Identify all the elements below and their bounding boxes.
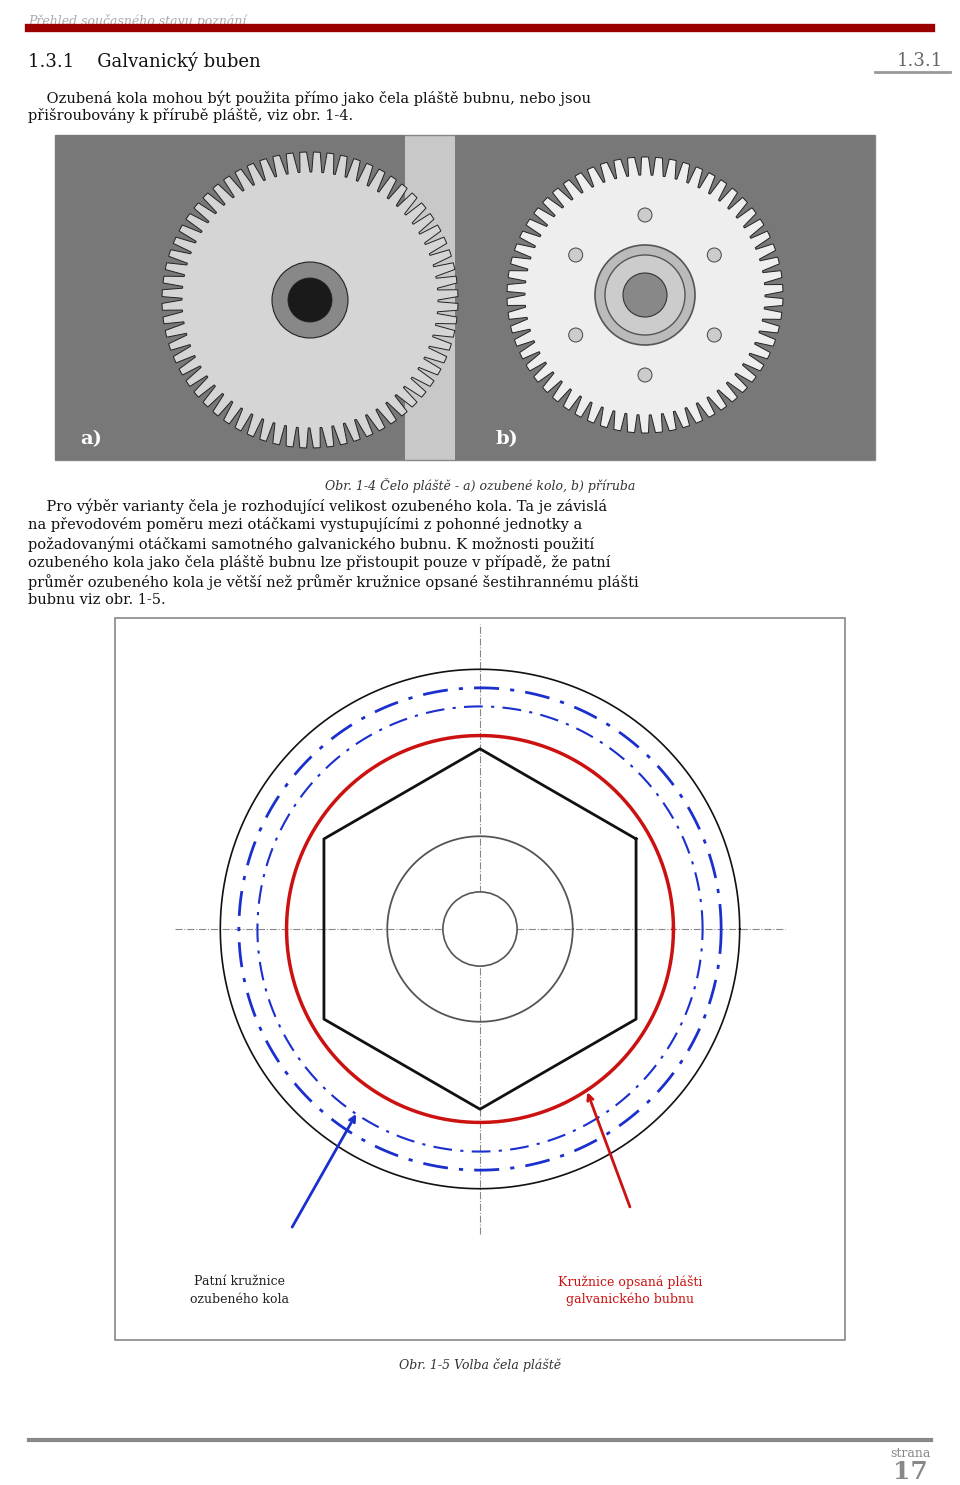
Bar (55, 135, 875, 460)
Text: galvanického bubnu: galvanického bubnu (566, 1293, 694, 1307)
Circle shape (568, 328, 583, 342)
Text: 1.3.1    Galvanický buben: 1.3.1 Galvanický buben (28, 52, 261, 71)
Circle shape (638, 368, 652, 382)
Circle shape (605, 255, 685, 336)
Bar (115, 618, 845, 1339)
Polygon shape (507, 157, 783, 434)
Text: průměr ozubeného kola je větší než průměr kružnice opsané šestihrannému plášti: průměr ozubeného kola je větší než průmě… (28, 575, 638, 590)
Text: b): b) (495, 431, 517, 448)
Text: Obr. 1-5 Volba čela pláště: Obr. 1-5 Volba čela pláště (399, 1357, 561, 1372)
Text: bubnu viz obr. 1-5.: bubnu viz obr. 1-5. (28, 593, 166, 607)
Text: na převodovém poměru mezi otáčkami vystupujícími z pohonné jednotky a: na převodovém poměru mezi otáčkami vystu… (28, 517, 583, 532)
Text: přišroubovány k přírubě pláště, viz obr. 1-4.: přišroubovány k přírubě pláště, viz obr.… (28, 108, 353, 123)
Text: ozubeného kola: ozubeného kola (190, 1293, 290, 1305)
Text: a): a) (80, 431, 102, 448)
Circle shape (623, 273, 667, 316)
Polygon shape (162, 151, 458, 448)
Circle shape (708, 328, 721, 342)
Text: ozubeného kola jako čela pláště bubnu lze přistoupit pouze v případě, že patní: ozubeného kola jako čela pláště bubnu lz… (28, 555, 611, 570)
Text: 17: 17 (893, 1460, 927, 1484)
Text: strana: strana (890, 1446, 930, 1460)
Circle shape (443, 892, 517, 967)
Circle shape (638, 208, 652, 221)
Circle shape (272, 261, 348, 339)
Bar (55, 135, 405, 460)
Text: požadovanými otáčkami samotného galvanického bubnu. K možnosti použití: požadovanými otáčkami samotného galvanic… (28, 536, 594, 551)
Text: Přehled současného stavu poznání: Přehled současného stavu poznání (28, 13, 247, 28)
Circle shape (288, 278, 332, 322)
Circle shape (627, 278, 663, 313)
Text: 1.3.1: 1.3.1 (897, 52, 943, 70)
Circle shape (568, 248, 583, 261)
Circle shape (613, 263, 677, 327)
Text: Pro výběr varianty čela je rozhodující velikost ozubeného kola. Ta je závislá: Pro výběr varianty čela je rozhodující v… (28, 497, 607, 514)
Text: Obr. 1-4 Čelo pláště - a) ozubené kolo, b) příruba: Obr. 1-4 Čelo pláště - a) ozubené kolo, … (324, 478, 636, 493)
Circle shape (595, 245, 695, 345)
Text: Ozubená kola mohou být použita přímo jako čela pláště bubnu, nebo jsou: Ozubená kola mohou být použita přímo jak… (28, 91, 591, 105)
Bar (455, 135, 875, 460)
Text: Kružnice opsaná plášti: Kružnice opsaná plášti (558, 1276, 702, 1289)
Text: Patní kružnice: Patní kružnice (195, 1276, 285, 1287)
Circle shape (708, 248, 721, 261)
